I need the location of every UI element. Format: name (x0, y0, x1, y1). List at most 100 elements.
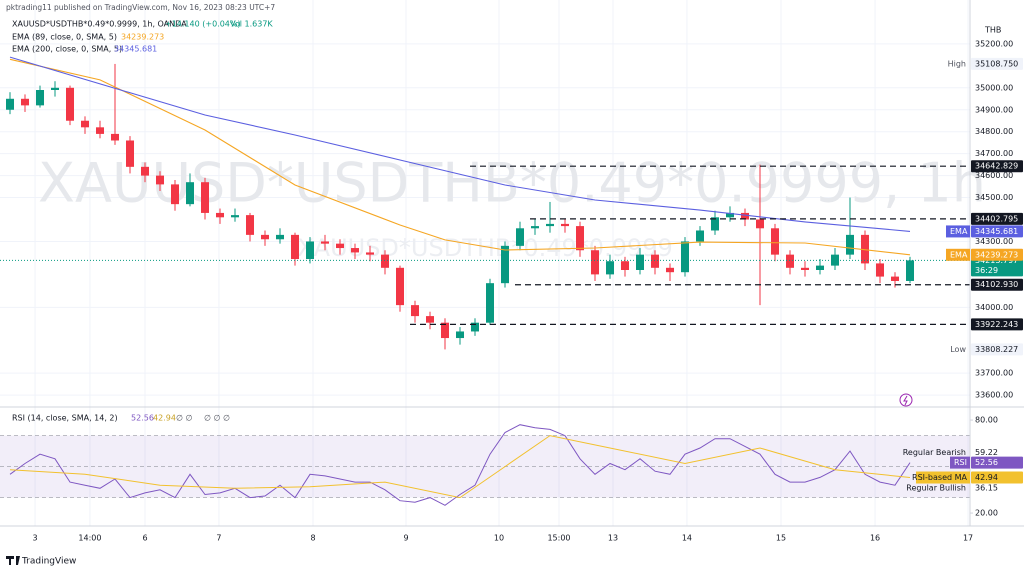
candle-body (456, 331, 465, 339)
candle-body (726, 212, 735, 218)
candle-body (681, 241, 690, 273)
candle-body (81, 120, 90, 128)
candle-body (711, 217, 720, 231)
candle-body (531, 226, 540, 229)
candle-body (621, 261, 630, 270)
divergence-value-bg (971, 446, 1023, 459)
candle-body (636, 254, 645, 270)
ema-legend: EMA (89, close, 0, SMA, 5) (12, 33, 117, 42)
x-tick-label: 17 (963, 534, 973, 543)
divergence-value-bg (971, 482, 1023, 495)
level-label-bg (971, 212, 1023, 225)
rsi-legend: RSI (14, close, SMA, 14, 2) (12, 414, 118, 423)
candle-body (96, 127, 105, 134)
x-tick-label: 15 (776, 534, 786, 543)
candle-body (831, 254, 840, 266)
ema-value-bg (971, 248, 1023, 261)
x-tick-label: 8 (310, 534, 315, 543)
candle-body (126, 140, 135, 167)
candle-body (201, 182, 210, 213)
alert-icon[interactable] (899, 393, 913, 407)
rsi-legend-value: 52.56 (131, 414, 154, 423)
x-tick-label: 14 (682, 534, 692, 543)
watermark-small: XAUUSD*USDTHB*0.49*0.9999 (297, 234, 673, 262)
y-tick-label: 33600.00 (975, 391, 1013, 400)
y-tick-label: 34500.00 (975, 193, 1013, 202)
candle-body (381, 254, 390, 268)
volume: Vol 1.637K (230, 20, 273, 29)
x-tick-label: 16 (870, 534, 880, 543)
candle-body (6, 98, 15, 110)
candle-body (216, 212, 225, 218)
x-tick-label: 6 (142, 534, 147, 543)
candle-body (861, 234, 870, 264)
candle-body (261, 234, 270, 240)
rsi-value: 52.56 (975, 458, 998, 467)
candle-body (606, 261, 615, 275)
candle-body (366, 252, 375, 255)
candle-body (441, 322, 450, 339)
plot-layer (0, 56, 970, 506)
rsi-value-bg (971, 471, 1023, 484)
candle-body (171, 184, 180, 205)
candle-body (591, 250, 600, 275)
ema-tag: EMA (950, 250, 968, 259)
ema-legend-value: 34239.273 (121, 33, 164, 42)
candle-body (396, 267, 405, 306)
line (9, 435, 911, 499)
candle-body (486, 283, 495, 323)
level-label: 34642.829 (975, 162, 1018, 171)
y-tick-label: 80.00 (975, 416, 998, 425)
candle-body (306, 241, 315, 260)
candle-body (336, 243, 345, 249)
divergence-value: 59.22 (975, 448, 998, 457)
y-tick-label: 33700.00 (975, 369, 1013, 378)
candle-body (876, 263, 885, 277)
extreme-value: 35108.750 (975, 59, 1018, 68)
y-tick-label: 34800.00 (975, 127, 1013, 136)
candle-body (801, 267, 810, 270)
level-label: 33922.243 (975, 320, 1018, 329)
rsi-tag-bg (950, 456, 970, 469)
ema-legend-value: 34345.681 (114, 45, 157, 54)
rsi-tag: RSI-based MA (912, 473, 967, 482)
candle-body (411, 305, 420, 317)
y-tick-label: 34300.00 (975, 237, 1013, 246)
rsi-value: 42.94 (975, 473, 998, 482)
candle-body (891, 276, 900, 281)
extreme-name: Low (950, 345, 966, 354)
candle-body (651, 254, 660, 268)
extreme-value-bg (971, 57, 1023, 70)
candle-body (351, 248, 360, 253)
y-tick-label: 34600.00 (975, 171, 1013, 180)
currency: THB (984, 26, 1001, 35)
extreme-value-bg (971, 343, 1023, 356)
ema-value: 34345.681 (975, 227, 1018, 236)
candle-body (816, 265, 825, 270)
rsi-tag: RSI (954, 458, 967, 467)
candle-body (36, 90, 45, 106)
rsi-ma-legend-value: 42.94 (153, 414, 176, 423)
x-tick-label: 7 (216, 534, 221, 543)
ema-legend: EMA (200, close, 0, SMA, 5) (12, 45, 122, 54)
y-tick-label: 35200.00 (975, 39, 1013, 48)
alert-icon-bolt (903, 395, 908, 406)
line (9, 58, 911, 256)
level-label-bg (971, 160, 1023, 173)
level-label-bg (971, 278, 1023, 291)
y-tick-label: 35000.00 (975, 83, 1013, 92)
divergence-name: Regular Bullish (906, 484, 966, 493)
y-tick-label: 34700.00 (975, 149, 1013, 158)
candle-body (111, 133, 120, 141)
line (9, 424, 911, 506)
candle-body (756, 219, 765, 229)
ema-tag-bg (946, 225, 970, 238)
logo (6, 556, 20, 565)
extreme-value: 33808.227 (975, 345, 1018, 354)
candle-body (231, 215, 240, 218)
x-tick-label: 15:00 (547, 534, 570, 543)
x-tick-label: 14:00 (78, 534, 101, 543)
ema-tag-bg (946, 248, 970, 261)
